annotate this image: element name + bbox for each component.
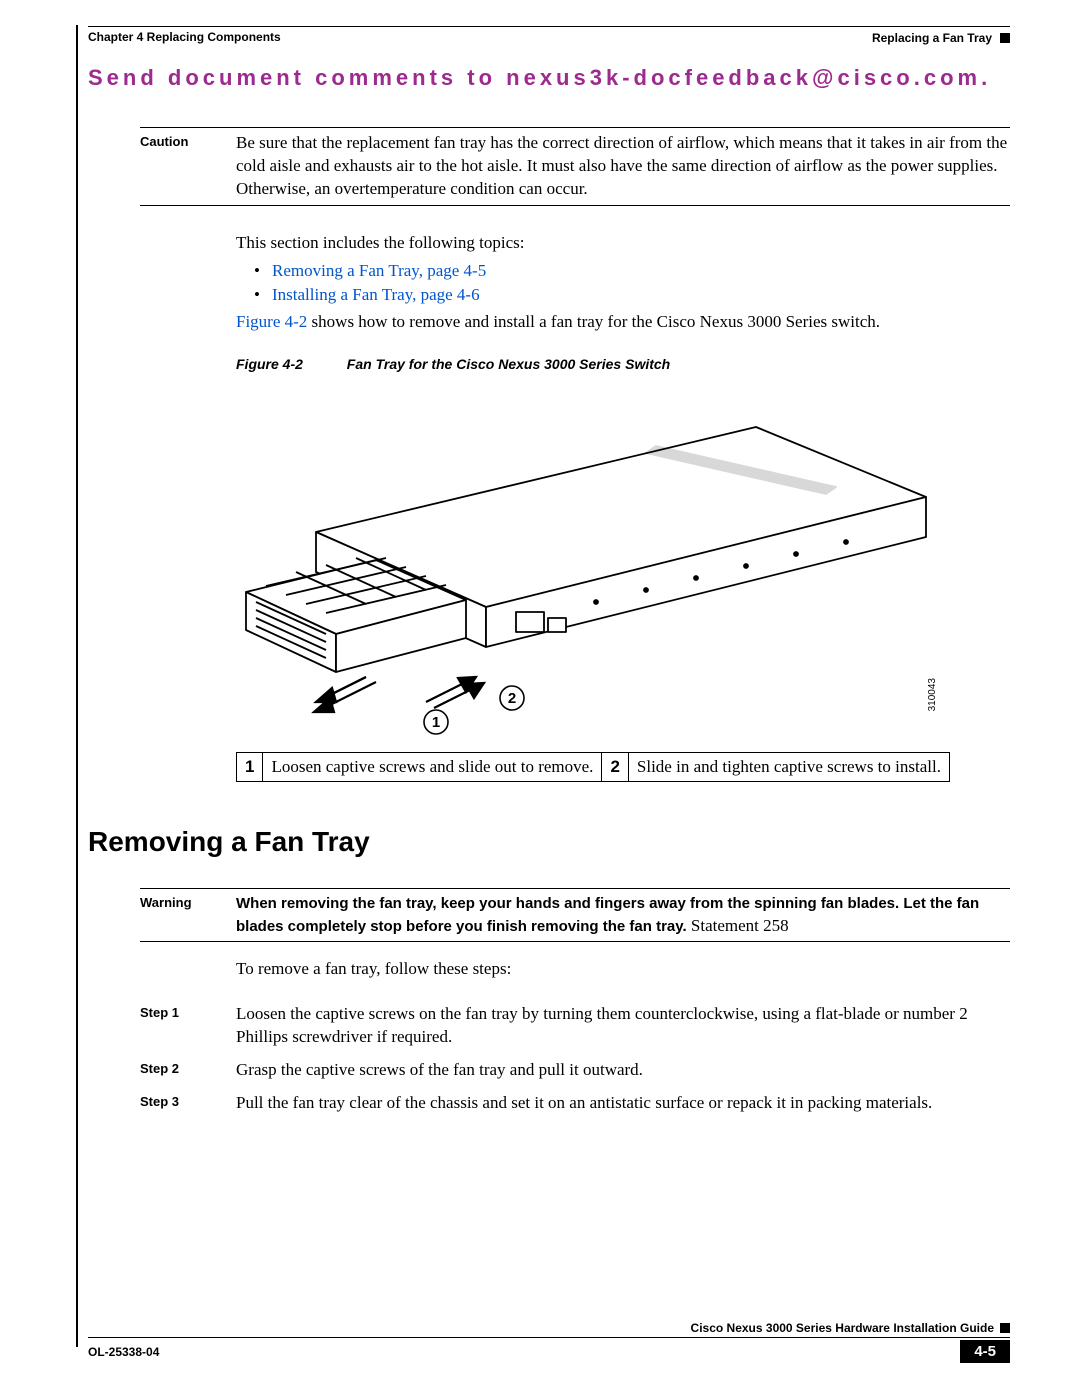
- link-installing[interactable]: Installing a Fan Tray, page 4-6: [272, 285, 480, 304]
- steps-intro: To remove a fan tray, follow these steps…: [236, 958, 1010, 981]
- callout-2-num: 2: [602, 752, 628, 781]
- caution-rule-top: [140, 127, 1010, 128]
- step-1-text: Loosen the captive screws on the fan tra…: [236, 1003, 1010, 1049]
- feedback-email: Send document comments to nexus3k-docfee…: [88, 65, 1010, 91]
- step-1: Step 1 Loosen the captive screws on the …: [140, 1003, 1010, 1049]
- subheader-text: Replacing a Fan Tray: [872, 31, 992, 45]
- switch-diagram-svg: 1 2: [236, 382, 936, 742]
- step-1-label: Step 1: [140, 1003, 216, 1049]
- step-2-label: Step 2: [140, 1059, 216, 1082]
- steps-block: Step 1 Loosen the captive screws on the …: [140, 1003, 1010, 1115]
- callout-1-num: 1: [237, 752, 263, 781]
- step-3: Step 3 Pull the fan tray clear of the ch…: [140, 1092, 1010, 1115]
- intro-p1: This section includes the following topi…: [236, 232, 1010, 255]
- caution-label: Caution: [140, 132, 216, 201]
- figure-id: 310043: [927, 678, 938, 711]
- to-remove-text: To remove a fan tray, follow these steps…: [236, 958, 1010, 981]
- footer-rule: [88, 1337, 1010, 1338]
- footer-ol: OL-25338-04: [88, 1345, 159, 1359]
- left-margin-rule: [76, 25, 78, 1347]
- step-2: Step 2 Grasp the captive screws of the f…: [140, 1059, 1010, 1082]
- topic-list: Removing a Fan Tray, page 4-5 Installing…: [254, 261, 1010, 305]
- footer-marker-icon: [1000, 1323, 1010, 1333]
- link-removing[interactable]: Removing a Fan Tray, page 4-5: [272, 261, 486, 280]
- callout-1-text: Loosen captive screws and slide out to r…: [263, 752, 602, 781]
- intro-content: This section includes the following topi…: [236, 232, 1010, 334]
- warning-rule-bottom: [140, 941, 1010, 942]
- callout-table: 1 Loosen captive screws and slide out to…: [236, 752, 950, 782]
- figure-number: Figure 4-2: [236, 356, 303, 372]
- warning-label: Warning: [140, 893, 216, 938]
- guide-title: Cisco Nexus 3000 Series Hardware Install…: [691, 1321, 994, 1335]
- warning-block: Warning When removing the fan tray, keep…: [140, 888, 1010, 943]
- step-3-label: Step 3: [140, 1092, 216, 1115]
- intro-p2-text: shows how to remove and install a fan tr…: [307, 312, 880, 331]
- header-marker-icon: [1000, 33, 1010, 43]
- chapter-label: Chapter 4 Replacing Components: [88, 30, 281, 44]
- svg-text:1: 1: [432, 714, 440, 731]
- warning-text: When removing the fan tray, keep your ha…: [236, 893, 1010, 938]
- warning-statement: Statement 258: [687, 916, 789, 935]
- figure-ref[interactable]: Figure 4-2: [236, 312, 307, 331]
- figure-area: 1 2 310043: [236, 382, 1010, 742]
- intro-p2: Figure 4-2 shows how to remove and insta…: [236, 311, 1010, 334]
- callout-2-text: Slide in and tighten captive screws to i…: [628, 752, 949, 781]
- step-2-text: Grasp the captive screws of the fan tray…: [236, 1059, 1010, 1082]
- page-number: 4-5: [960, 1340, 1010, 1363]
- warning-body: When removing the fan tray, keep your ha…: [236, 895, 979, 935]
- step-3-text: Pull the fan tray clear of the chassis a…: [236, 1092, 1010, 1115]
- page-footer: Cisco Nexus 3000 Series Hardware Install…: [80, 1321, 1010, 1363]
- section-title: Removing a Fan Tray: [88, 826, 1010, 858]
- caution-block: Caution Be sure that the replacement fan…: [140, 127, 1010, 206]
- figure-caption: Figure 4-2 Fan Tray for the Cisco Nexus …: [236, 356, 1010, 372]
- caution-rule-bottom: [140, 205, 1010, 206]
- figure-title: Fan Tray for the Cisco Nexus 3000 Series…: [347, 356, 670, 372]
- warning-rule-top: [140, 888, 1010, 889]
- caution-text: Be sure that the replacement fan tray ha…: [236, 132, 1010, 201]
- svg-text:2: 2: [508, 690, 516, 707]
- header-rule: [88, 26, 1010, 27]
